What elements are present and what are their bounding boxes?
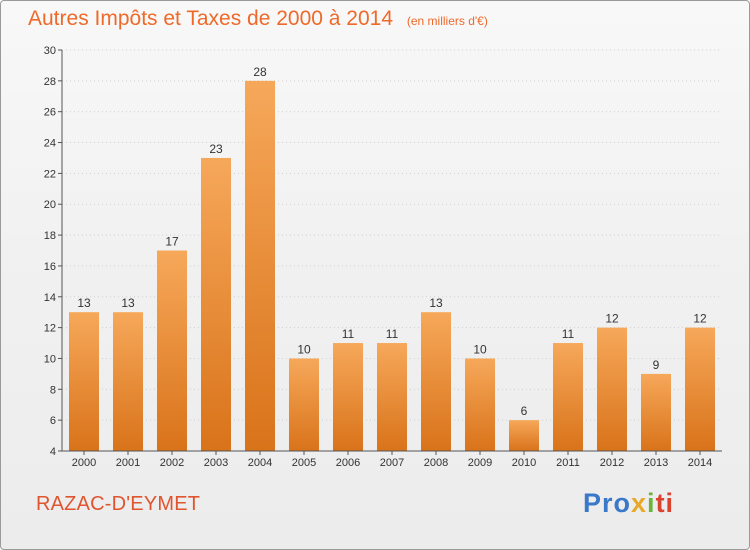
y-tick-label: 8 bbox=[50, 384, 56, 396]
x-tick-label-2014: 2014 bbox=[688, 457, 712, 469]
y-tick-label: 6 bbox=[50, 415, 56, 427]
data-label-2000: 13 bbox=[77, 296, 91, 310]
data-label-2014: 12 bbox=[693, 312, 707, 326]
bar-2012 bbox=[597, 327, 627, 451]
y-tick-label: 16 bbox=[44, 261, 56, 273]
data-label-2003: 23 bbox=[209, 142, 223, 156]
logo-part-3: i bbox=[647, 488, 656, 518]
y-tick-label: 14 bbox=[44, 292, 56, 304]
y-tick-label: 10 bbox=[44, 353, 56, 365]
logo-part-2: x bbox=[631, 488, 648, 518]
bar-2006 bbox=[333, 343, 363, 451]
x-tick-label-2008: 2008 bbox=[424, 457, 448, 469]
y-tick-label: 24 bbox=[44, 138, 56, 150]
x-tick-label-2002: 2002 bbox=[160, 457, 184, 469]
commune-name: RAZAC-D'EYMET bbox=[36, 493, 201, 515]
data-label-2010: 6 bbox=[521, 404, 528, 418]
data-label-2011: 11 bbox=[562, 327, 575, 341]
chart-unit: (en milliers d'€) bbox=[406, 14, 488, 28]
bars: 13 13 17 23 28 10 11 11 13 10 6 11 12 9 12 bbox=[69, 65, 715, 451]
data-label-2008: 13 bbox=[429, 296, 443, 310]
x-tick-label-2004: 2004 bbox=[248, 457, 272, 469]
x-tick-label-2001: 2001 bbox=[116, 457, 140, 469]
bar-2014 bbox=[685, 327, 715, 451]
y-tick-label: 22 bbox=[44, 168, 56, 180]
y-tick-label: 4 bbox=[50, 446, 56, 458]
bar-2008 bbox=[421, 312, 451, 451]
data-label-2012: 12 bbox=[605, 312, 619, 326]
x-tick-label-2011: 2011 bbox=[556, 457, 580, 469]
logo-part-1: Pro bbox=[583, 488, 632, 518]
axes: 4 6 8 10 12 14 16 18 20 22 24 26 28 30 2000 2001 2002 200… bbox=[44, 45, 722, 469]
proxiti-logo: Proxiti bbox=[583, 488, 674, 519]
bar-2013 bbox=[641, 373, 671, 451]
bar-2001 bbox=[113, 312, 143, 451]
bar-2003 bbox=[201, 157, 231, 451]
logo-part-4: ti bbox=[655, 488, 675, 518]
bar-2009 bbox=[465, 358, 495, 451]
x-tick-label-2003: 2003 bbox=[204, 457, 228, 469]
x-tick-label-2005: 2005 bbox=[292, 457, 316, 469]
y-tick-label: 30 bbox=[44, 45, 56, 57]
data-label-2002: 17 bbox=[165, 235, 179, 249]
x-tick-label-2009: 2009 bbox=[468, 457, 492, 469]
y-tick-label: 28 bbox=[44, 76, 56, 88]
y-tick-label: 26 bbox=[44, 107, 56, 119]
x-tick-label-2006: 2006 bbox=[336, 457, 360, 469]
bar-2004 bbox=[245, 80, 275, 451]
bar-2010 bbox=[509, 420, 539, 451]
data-label-2001: 13 bbox=[121, 296, 135, 310]
data-label-2009: 10 bbox=[473, 342, 487, 356]
data-label-2007: 11 bbox=[386, 327, 399, 341]
y-tick-label: 12 bbox=[44, 323, 56, 335]
x-tick-label-2012: 2012 bbox=[600, 457, 624, 469]
chart-title: Autres Impôts et Taxes de 2000 à 2014 bbox=[28, 7, 394, 30]
page-title: Autres Impôts et Taxes de 2000 à 2014 (e… bbox=[28, 7, 488, 31]
bar-2011 bbox=[553, 343, 583, 451]
data-label-2004: 28 bbox=[253, 65, 267, 79]
bar-2002 bbox=[157, 250, 187, 451]
y-tick-label: 18 bbox=[44, 230, 56, 242]
x-tick-label-2013: 2013 bbox=[644, 457, 668, 469]
bar-2000 bbox=[69, 312, 99, 451]
x-tick-label-2007: 2007 bbox=[380, 457, 404, 469]
data-label-2005: 10 bbox=[297, 342, 311, 356]
x-tick-label-2010: 2010 bbox=[512, 457, 536, 469]
bar-2007 bbox=[377, 343, 407, 451]
data-label-2013: 9 bbox=[653, 358, 660, 372]
data-label-2006: 11 bbox=[342, 327, 355, 341]
bar-2005 bbox=[289, 358, 319, 451]
x-tick-label-2000: 2000 bbox=[72, 457, 96, 469]
y-tick-label: 20 bbox=[44, 199, 56, 211]
